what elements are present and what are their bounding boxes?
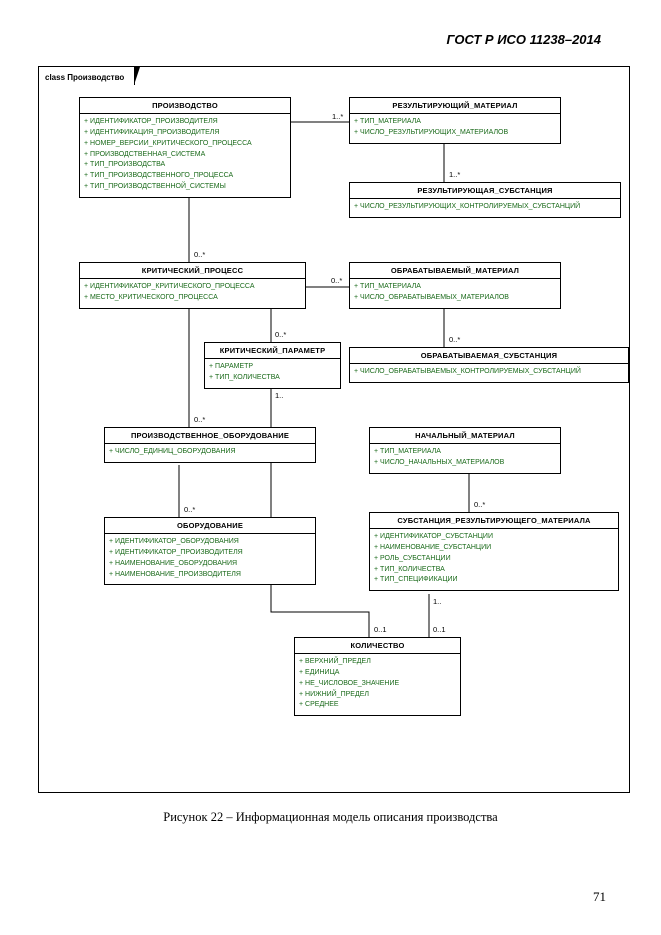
class-title: ПРОИЗВОДСТВЕННОЕ_ОБОРУДОВАНИЕ xyxy=(105,428,315,444)
attribute: ИДЕНТИФИКАТОР_СУБСТАНЦИИ xyxy=(374,532,614,543)
class-result_substance: РЕЗУЛЬТИРУЮЩАЯ_СУБСТАНЦИЯ ЧИСЛО_РЕЗУЛЬТИР… xyxy=(349,182,621,218)
class-initial_material: НАЧАЛЬНЫЙ_МАТЕРИАЛТИП_МАТЕРИАЛАЧИСЛО_НАЧ… xyxy=(369,427,561,474)
class-title: ОБОРУДОВАНИЕ xyxy=(105,518,315,534)
attribute: ТИП_ПРОИЗВОДСТВЕННОГО_ПРОЦЕССА xyxy=(84,171,286,182)
attribute: ИДЕНТИФИКАЦИЯ_ПРОИЗВОДИТЕЛЯ xyxy=(84,128,286,139)
attribute: НАИМЕНОВАНИЕ_СУБСТАНЦИИ xyxy=(374,543,614,554)
attribute: ИДЕНТИФИКАТОР_ПРОИЗВОДИТЕЛЯ xyxy=(84,117,286,128)
class-body: ИДЕНТИФИКАТОР_ПРОИЗВОДИТЕЛЯИДЕНТИФИКАЦИЯ… xyxy=(80,114,290,197)
svg-text:1..: 1.. xyxy=(433,597,441,606)
class-body: ИДЕНТИФИКАТОР_ОБОРУДОВАНИЯИДЕНТИФИКАТОР_… xyxy=(105,534,315,584)
attribute: ИДЕНТИФИКАТОР_ПРОИЗВОДИТЕЛЯ xyxy=(109,548,311,559)
class-body: ТИП_МАТЕРИАЛАЧИСЛО_НАЧАЛЬНЫХ_МАТЕРИАЛОВ xyxy=(370,444,560,473)
attribute: НИЖНИЙ_ПРЕДЕЛ xyxy=(299,690,456,701)
class-processed_material: ОБРАБАТЫВАЕМЫЙ_МАТЕРИАЛТИП_МАТЕРИАЛАЧИСЛ… xyxy=(349,262,561,309)
class-equipment: ОБОРУДОВАНИЕИДЕНТИФИКАТОР_ОБОРУДОВАНИЯИД… xyxy=(104,517,316,585)
class-title: ПРОИЗВОДСТВО xyxy=(80,98,290,114)
class-title: РЕЗУЛЬТИРУЮЩИЙ_МАТЕРИАЛ xyxy=(350,98,560,114)
diagram-frame: class Производство 1..*1..*0..*0..*0..*0… xyxy=(38,66,630,793)
document-header: ГОСТ Р ИСО 11238–2014 xyxy=(447,32,601,47)
class-body: ИДЕНТИФИКАТОР_КРИТИЧЕСКОГО_ПРОЦЕССАМЕСТО… xyxy=(80,279,305,308)
attribute: ЧИСЛО_ОБРАБАТЫВАЕМЫХ_КОНТРОЛИРУЕМЫХ_СУБС… xyxy=(354,367,624,378)
class-body: ИДЕНТИФИКАТОР_СУБСТАНЦИИНАИМЕНОВАНИЕ_СУБ… xyxy=(370,529,618,590)
attribute: ИДЕНТИФИКАТОР_КРИТИЧЕСКОГО_ПРОЦЕССА xyxy=(84,282,301,293)
class-body: ЧИСЛО_РЕЗУЛЬТИРУЮЩИХ_КОНТРОЛИРУЕМЫХ_СУБС… xyxy=(350,199,620,217)
attribute: НЕ_ЧИСЛОВОЕ_ЗНАЧЕНИЕ xyxy=(299,679,456,690)
attribute: ЧИСЛО_РЕЗУЛЬТИРУЮЩИХ_МАТЕРИАЛОВ xyxy=(354,128,556,139)
class-substance_result: СУБСТАНЦИЯ_РЕЗУЛЬТИРУЮЩЕГО_МАТЕРИАЛАИДЕН… xyxy=(369,512,619,591)
svg-text:0..*: 0..* xyxy=(474,500,485,509)
attribute: ЧИСЛО_НАЧАЛЬНЫХ_МАТЕРИАЛОВ xyxy=(374,458,556,469)
attribute: МЕСТО_КРИТИЧЕСКОГО_ПРОЦЕССА xyxy=(84,293,301,304)
class-critical_process: КРИТИЧЕСКИЙ_ПРОЦЕССИДЕНТИФИКАТОР_КРИТИЧЕ… xyxy=(79,262,306,309)
svg-text:0..*: 0..* xyxy=(184,505,195,514)
svg-text:1..: 1.. xyxy=(275,391,283,400)
svg-text:0..*: 0..* xyxy=(449,335,460,344)
attribute: ПАРАМЕТР xyxy=(209,362,336,373)
svg-text:0..1: 0..1 xyxy=(374,625,387,634)
attribute: ЧИСЛО_РЕЗУЛЬТИРУЮЩИХ_КОНТРОЛИРУЕМЫХ_СУБС… xyxy=(354,202,616,213)
class-body: ЧИСЛО_ЕДИНИЦ_ОБОРУДОВАНИЯ xyxy=(105,444,315,462)
class-title: ОБРАБАТЫВАЕМЫЙ_МАТЕРИАЛ xyxy=(350,263,560,279)
svg-text:0..*: 0..* xyxy=(194,250,205,259)
attribute: РОЛЬ_СУБСТАНЦИИ xyxy=(374,554,614,565)
class-body: ЧИСЛО_ОБРАБАТЫВАЕМЫХ_КОНТРОЛИРУЕМЫХ_СУБС… xyxy=(350,364,628,382)
svg-text:0..*: 0..* xyxy=(194,415,205,424)
attribute: ТИП_МАТЕРИАЛА xyxy=(374,447,556,458)
class-title: РЕЗУЛЬТИРУЮЩАЯ_СУБСТАНЦИЯ xyxy=(350,183,620,199)
attribute: ТИП_МАТЕРИАЛА xyxy=(354,117,556,128)
class-production: ПРОИЗВОДСТВОИДЕНТИФИКАТОР_ПРОИЗВОДИТЕЛЯИ… xyxy=(79,97,291,198)
class-title: КРИТИЧЕСКИЙ_ПРОЦЕСС xyxy=(80,263,305,279)
attribute: НАИМЕНОВАНИЕ_ОБОРУДОВАНИЯ xyxy=(109,559,311,570)
attribute: ПРОИЗВОДСТВЕННАЯ_СИСТЕМА xyxy=(84,150,286,161)
svg-text:0..1: 0..1 xyxy=(433,625,446,634)
class-body: ВЕРХНИЙ_ПРЕДЕЛЕДИНИЦАНЕ_ЧИСЛОВОЕ_ЗНАЧЕНИ… xyxy=(295,654,460,715)
attribute: ВЕРХНИЙ_ПРЕДЕЛ xyxy=(299,657,456,668)
svg-text:0..*: 0..* xyxy=(331,276,342,285)
class-prod_equipment: ПРОИЗВОДСТВЕННОЕ_ОБОРУДОВАНИЕ ЧИСЛО_ЕДИНИ… xyxy=(104,427,316,463)
attribute: ТИП_МАТЕРИАЛА xyxy=(354,282,556,293)
attribute: ТИП_ПРОИЗВОДСТВА xyxy=(84,160,286,171)
class-title: СУБСТАНЦИЯ_РЕЗУЛЬТИРУЮЩЕГО_МАТЕРИАЛА xyxy=(370,513,618,529)
class-title: КРИТИЧЕСКИЙ_ПАРАМЕТР xyxy=(205,343,340,359)
attribute: ЧИСЛО_ЕДИНИЦ_ОБОРУДОВАНИЯ xyxy=(109,447,311,458)
attribute: ТИП_ПРОИЗВОДСТВЕННОЙ_СИСТЕМЫ xyxy=(84,182,286,193)
svg-text:1..*: 1..* xyxy=(449,170,460,179)
class-critical_param: КРИТИЧЕСКИЙ_ПАРАМЕТРПАРАМЕТРТИП_КОЛИЧЕСТ… xyxy=(204,342,341,389)
attribute: НОМЕР_ВЕРСИИ_КРИТИЧЕСКОГО_ПРОЦЕССА xyxy=(84,139,286,150)
attribute: ТИП_КОЛИЧЕСТВА xyxy=(209,373,336,384)
class-title: КОЛИЧЕСТВО xyxy=(295,638,460,654)
attribute: НАИМЕНОВАНИЕ_ПРОИЗВОДИТЕЛЯ xyxy=(109,570,311,581)
attribute: ЧИСЛО_ОБРАБАТЫВАЕМЫХ_МАТЕРИАЛОВ xyxy=(354,293,556,304)
attribute: ИДЕНТИФИКАТОР_ОБОРУДОВАНИЯ xyxy=(109,537,311,548)
svg-text:0..*: 0..* xyxy=(275,330,286,339)
attribute: СРЕДНЕЕ xyxy=(299,700,456,711)
class-title: НАЧАЛЬНЫЙ_МАТЕРИАЛ xyxy=(370,428,560,444)
class-quantity: КОЛИЧЕСТВОВЕРХНИЙ_ПРЕДЕЛЕДИНИЦАНЕ_ЧИСЛОВ… xyxy=(294,637,461,716)
svg-text:1..*: 1..* xyxy=(332,112,343,121)
class-processed_substance: ОБРАБАТЫВАЕМАЯ_СУБСТАНЦИЯ ЧИСЛО_ОБРАБАТЫВ… xyxy=(349,347,629,383)
class-body: ТИП_МАТЕРИАЛАЧИСЛО_ОБРАБАТЫВАЕМЫХ_МАТЕРИ… xyxy=(350,279,560,308)
attribute: ЕДИНИЦА xyxy=(299,668,456,679)
attribute: ТИП_КОЛИЧЕСТВА xyxy=(374,565,614,576)
page-number: 71 xyxy=(593,889,606,905)
page: ГОСТ Р ИСО 11238–2014 class Производство… xyxy=(0,0,661,935)
class-body: ТИП_МАТЕРИАЛАЧИСЛО_РЕЗУЛЬТИРУЮЩИХ_МАТЕРИ… xyxy=(350,114,560,143)
figure-caption: Рисунок 22 – Информационная модель описа… xyxy=(0,810,661,825)
class-body: ПАРАМЕТРТИП_КОЛИЧЕСТВА xyxy=(205,359,340,388)
class-title: ОБРАБАТЫВАЕМАЯ_СУБСТАНЦИЯ xyxy=(350,348,628,364)
class-result_material: РЕЗУЛЬТИРУЮЩИЙ_МАТЕРИАЛТИП_МАТЕРИАЛАЧИСЛ… xyxy=(349,97,561,144)
attribute: ТИП_СПЕЦИФИКАЦИИ xyxy=(374,575,614,586)
